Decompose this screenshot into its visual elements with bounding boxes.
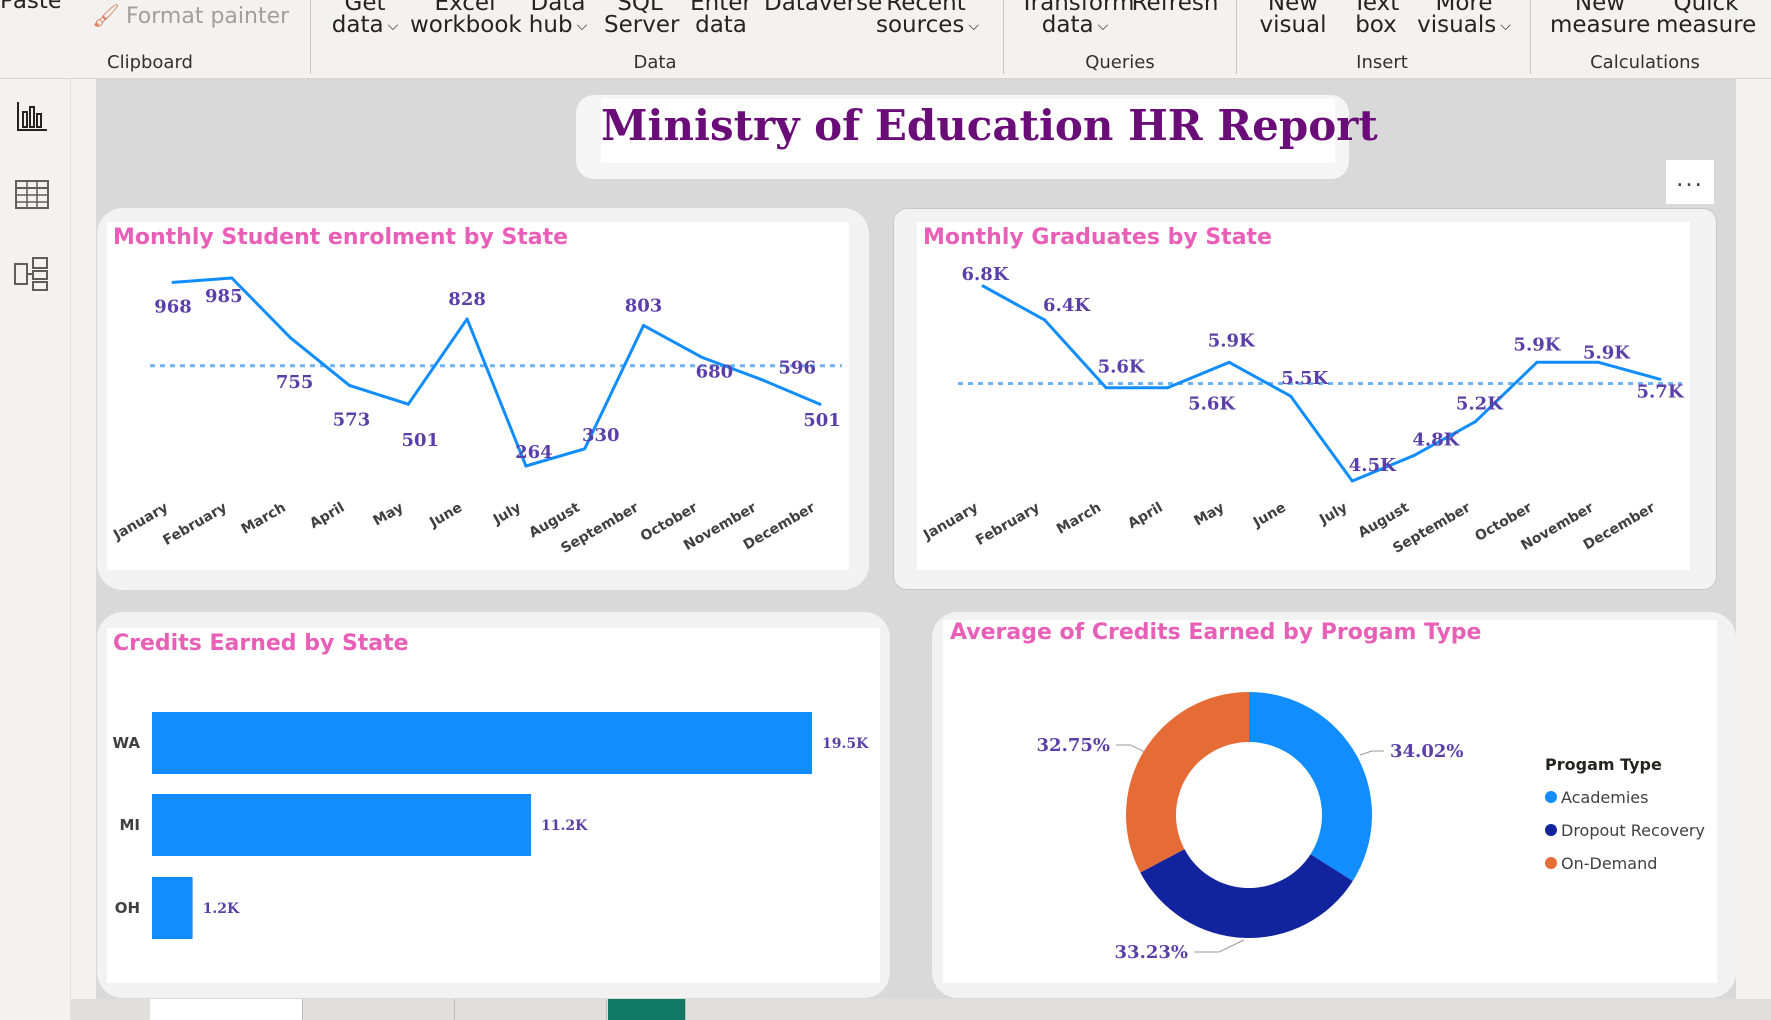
legend-dot [1545, 856, 1557, 869]
chevron-down-icon: ⌵ [387, 17, 399, 34]
right-scrollbar[interactable] [1756, 79, 1771, 999]
data-group-label: Data [633, 52, 677, 73]
legend-title: Progam Type [1545, 755, 1662, 774]
paste-button[interactable]: Paste [0, 0, 60, 14]
ribbon-separator [1530, 0, 1531, 74]
credits-card-inner [107, 628, 880, 983]
page-tab[interactable] [303, 999, 455, 1020]
queries-group-label: Queries [1085, 52, 1155, 73]
legend-dot [1545, 823, 1557, 836]
calculations-group-label: Calculations [1590, 52, 1700, 73]
page-tab[interactable] [150, 999, 303, 1020]
model-view-icon[interactable] [14, 256, 50, 292]
enrolment-chart-title: Monthly Student enrolment by State [113, 225, 569, 250]
graduates-chart-title: Monthly Graduates by State [923, 225, 1272, 250]
table-view-icon[interactable] [14, 176, 50, 212]
report-view-icon[interactable] [14, 98, 50, 134]
ribbon-separator [1003, 0, 1004, 74]
chevron-down-icon: ⌵ [1097, 17, 1109, 34]
more-options-button[interactable]: ... [1666, 160, 1714, 204]
program-legend: Progam Type Academies Dropout Recovery O… [1545, 755, 1705, 880]
program-chart-title: Average of Credits Earned by Progam Type [950, 620, 1482, 645]
left-nav [0, 79, 71, 1020]
ribbon-separator [1236, 0, 1237, 74]
page-tab[interactable] [455, 999, 607, 1020]
chevron-down-icon: ⌵ [576, 17, 588, 34]
clipboard-group-label: Clipboard [107, 52, 193, 73]
page-tab-bar [71, 999, 1771, 1020]
add-page-button[interactable] [608, 999, 686, 1020]
insert-group-label: Insert [1356, 52, 1408, 73]
new-visual-button[interactable]: New visual [1259, 0, 1327, 38]
ribbon-separator [310, 0, 311, 74]
legend-item-on-demand[interactable]: On-Demand [1545, 847, 1705, 880]
ribbon: Paste 🖌 Format painter Clipboard Get data… [0, 0, 1771, 79]
transform-data-button[interactable]: Transform data ⌵ [1020, 0, 1135, 38]
new-measure-button[interactable]: New measure [1550, 0, 1651, 38]
format-painter-icon: 🖌 [92, 4, 120, 29]
credits-chart-title: Credits Earned by State [113, 631, 409, 656]
sql-server-button[interactable]: SQL Server [604, 0, 680, 38]
enter-data-button[interactable]: Enter data [690, 0, 752, 38]
legend-item-dropout-recovery[interactable]: Dropout Recovery [1545, 814, 1705, 847]
quick-measure-button[interactable]: Quick measure [1656, 0, 1757, 38]
text-box-button[interactable]: Text box [1352, 0, 1400, 38]
format-painter-button[interactable]: 🖌 Format painter [92, 4, 290, 29]
excel-workbook-button[interactable]: Excel workbook [410, 0, 522, 38]
chevron-down-icon: ⌵ [968, 17, 979, 34]
title-background [601, 99, 1335, 163]
legend-dot [1545, 790, 1557, 803]
report-title: Ministry of Education HR Report [601, 101, 1378, 150]
graduates-card-inner [917, 222, 1690, 570]
recent-sources-button[interactable]: Recent sources ⌵ [876, 0, 979, 38]
get-data-button[interactable]: Get data ⌵ [331, 0, 399, 38]
more-visuals-button[interactable]: More visuals ⌵ [1417, 0, 1511, 38]
chevron-down-icon: ⌵ [1500, 17, 1511, 34]
legend-item-academies[interactable]: Academies [1545, 781, 1705, 814]
data-hub-button[interactable]: Data hub ⌵ [528, 0, 588, 38]
